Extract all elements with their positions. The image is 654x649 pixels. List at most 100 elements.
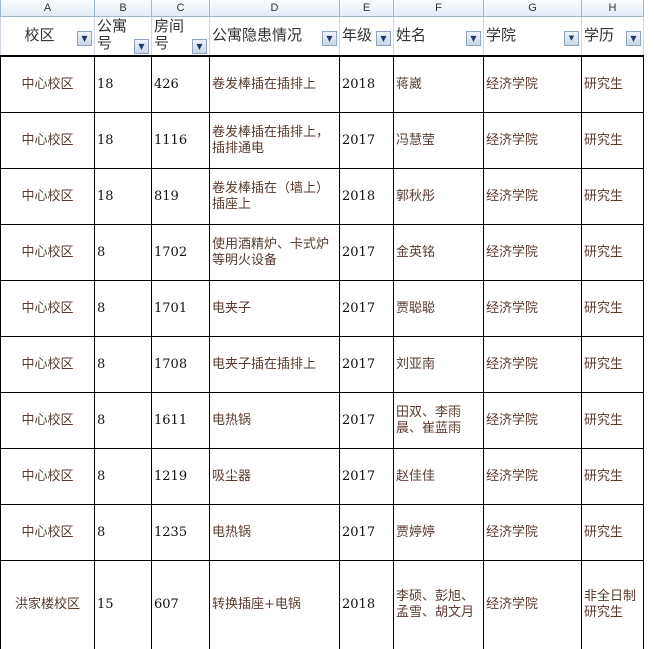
cell-g[interactable]: 经济学院 — [484, 393, 582, 449]
cell-b[interactable]: 8 — [95, 505, 152, 561]
cell-a[interactable]: 中心校区 — [1, 281, 95, 337]
column-header-h[interactable]: H — [582, 0, 644, 17]
cell-d[interactable]: 卷发棒插在插排上 — [210, 56, 340, 113]
cell-h[interactable]: 研究生 — [582, 225, 644, 281]
cell-f[interactable]: 郭秋彤 — [394, 169, 484, 225]
cell-h[interactable]: 研究生 — [582, 393, 644, 449]
cell-f[interactable]: 李硕、彭旭、孟雪、胡文月 — [394, 561, 484, 649]
cell-d[interactable]: 卷发棒插在插排上，插排通电 — [210, 113, 340, 169]
cell-g[interactable]: 经济学院 — [484, 449, 582, 505]
header-cell[interactable]: 姓名▼ — [394, 17, 484, 57]
cell-b[interactable]: 18 — [95, 56, 152, 113]
cell-a[interactable]: 中心校区 — [1, 56, 95, 113]
cell-e[interactable]: 2018 — [340, 561, 394, 649]
cell-e[interactable]: 2017 — [340, 281, 394, 337]
cell-a[interactable]: 洪家楼校区 — [1, 561, 95, 649]
cell-e[interactable]: 2018 — [340, 56, 394, 113]
cell-c[interactable]: 1116 — [152, 113, 210, 169]
filter-dropdown-icon[interactable]: ▼ — [466, 31, 481, 46]
cell-g[interactable]: 经济学院 — [484, 561, 582, 649]
cell-e[interactable]: 2017 — [340, 337, 394, 393]
column-header-b[interactable]: B — [95, 0, 152, 17]
cell-b[interactable]: 15 — [95, 561, 152, 649]
cell-h[interactable]: 研究生 — [582, 113, 644, 169]
cell-c[interactable]: 1219 — [152, 449, 210, 505]
cell-f[interactable]: 刘亚南 — [394, 337, 484, 393]
header-cell[interactable]: 学历▼ — [582, 17, 644, 57]
cell-b[interactable]: 8 — [95, 281, 152, 337]
cell-c[interactable]: 1701 — [152, 281, 210, 337]
filter-active-icon[interactable]: ▼ — [564, 31, 579, 46]
cell-a[interactable]: 中心校区 — [1, 169, 95, 225]
header-cell[interactable]: 校区▼ — [1, 17, 95, 57]
cell-f[interactable]: 金英铭 — [394, 225, 484, 281]
cell-d[interactable]: 卷发棒插在（墙上）插座上 — [210, 169, 340, 225]
cell-e[interactable]: 2018 — [340, 169, 394, 225]
cell-e[interactable]: 2017 — [340, 113, 394, 169]
cell-e[interactable]: 2017 — [340, 393, 394, 449]
filter-dropdown-icon[interactable]: ▼ — [322, 31, 337, 46]
filter-dropdown-icon[interactable]: ▼ — [77, 31, 92, 46]
column-header-d[interactable]: D — [210, 0, 340, 17]
cell-a[interactable]: 中心校区 — [1, 113, 95, 169]
filter-dropdown-icon[interactable]: ▼ — [192, 39, 207, 54]
cell-h[interactable]: 研究生 — [582, 505, 644, 561]
cell-c[interactable]: 607 — [152, 561, 210, 649]
cell-d[interactable]: 电热锅 — [210, 393, 340, 449]
cell-e[interactable]: 2017 — [340, 505, 394, 561]
cell-f[interactable]: 蒋崴 — [394, 56, 484, 113]
cell-b[interactable]: 8 — [95, 337, 152, 393]
cell-a[interactable]: 中心校区 — [1, 393, 95, 449]
filter-dropdown-icon[interactable]: ▼ — [626, 31, 641, 46]
cell-d[interactable]: 电夹子 — [210, 281, 340, 337]
column-header-e[interactable]: E — [340, 0, 394, 17]
header-cell[interactable]: 公寓隐患情况▼ — [210, 17, 340, 57]
cell-d[interactable]: 转换插座+电锅 — [210, 561, 340, 649]
cell-g[interactable]: 经济学院 — [484, 169, 582, 225]
header-cell[interactable]: 房间号▼ — [152, 17, 210, 57]
cell-b[interactable]: 8 — [95, 225, 152, 281]
filter-dropdown-icon[interactable]: ▼ — [134, 39, 149, 54]
header-cell[interactable]: 学院▼ — [484, 17, 582, 57]
cell-c[interactable]: 819 — [152, 169, 210, 225]
cell-f[interactable]: 田双、李雨晨、崔蓝雨 — [394, 393, 484, 449]
cell-b[interactable]: 8 — [95, 449, 152, 505]
cell-h[interactable]: 研究生 — [582, 56, 644, 113]
cell-h[interactable]: 研究生 — [582, 281, 644, 337]
cell-f[interactable]: 冯慧莹 — [394, 113, 484, 169]
cell-c[interactable]: 426 — [152, 56, 210, 113]
cell-g[interactable]: 经济学院 — [484, 337, 582, 393]
cell-a[interactable]: 中心校区 — [1, 337, 95, 393]
cell-e[interactable]: 2017 — [340, 449, 394, 505]
cell-h[interactable]: 研究生 — [582, 449, 644, 505]
cell-c[interactable]: 1708 — [152, 337, 210, 393]
header-cell[interactable]: 年级▼ — [340, 17, 394, 57]
header-cell[interactable]: 公寓号▼ — [95, 17, 152, 57]
cell-c[interactable]: 1611 — [152, 393, 210, 449]
cell-c[interactable]: 1235 — [152, 505, 210, 561]
column-header-f[interactable]: F — [394, 0, 484, 17]
cell-e[interactable]: 2017 — [340, 225, 394, 281]
cell-h[interactable]: 研究生 — [582, 169, 644, 225]
column-header-g[interactable]: G — [484, 0, 582, 17]
cell-a[interactable]: 中心校区 — [1, 449, 95, 505]
cell-g[interactable]: 经济学院 — [484, 281, 582, 337]
cell-f[interactable]: 贾婷婷 — [394, 505, 484, 561]
cell-d[interactable]: 电热锅 — [210, 505, 340, 561]
cell-f[interactable]: 赵佳佳 — [394, 449, 484, 505]
column-header-a[interactable]: A — [1, 0, 95, 17]
cell-b[interactable]: 18 — [95, 169, 152, 225]
cell-d[interactable]: 吸尘器 — [210, 449, 340, 505]
cell-d[interactable]: 使用酒精炉、卡式炉等明火设备 — [210, 225, 340, 281]
cell-b[interactable]: 18 — [95, 113, 152, 169]
cell-g[interactable]: 经济学院 — [484, 225, 582, 281]
cell-d[interactable]: 电夹子插在插排上 — [210, 337, 340, 393]
cell-b[interactable]: 8 — [95, 393, 152, 449]
cell-g[interactable]: 经济学院 — [484, 56, 582, 113]
cell-f[interactable]: 贾聪聪 — [394, 281, 484, 337]
cell-g[interactable]: 经济学院 — [484, 113, 582, 169]
cell-a[interactable]: 中心校区 — [1, 225, 95, 281]
filter-dropdown-icon[interactable]: ▼ — [376, 31, 391, 46]
column-header-c[interactable]: C — [152, 0, 210, 17]
cell-a[interactable]: 中心校区 — [1, 505, 95, 561]
